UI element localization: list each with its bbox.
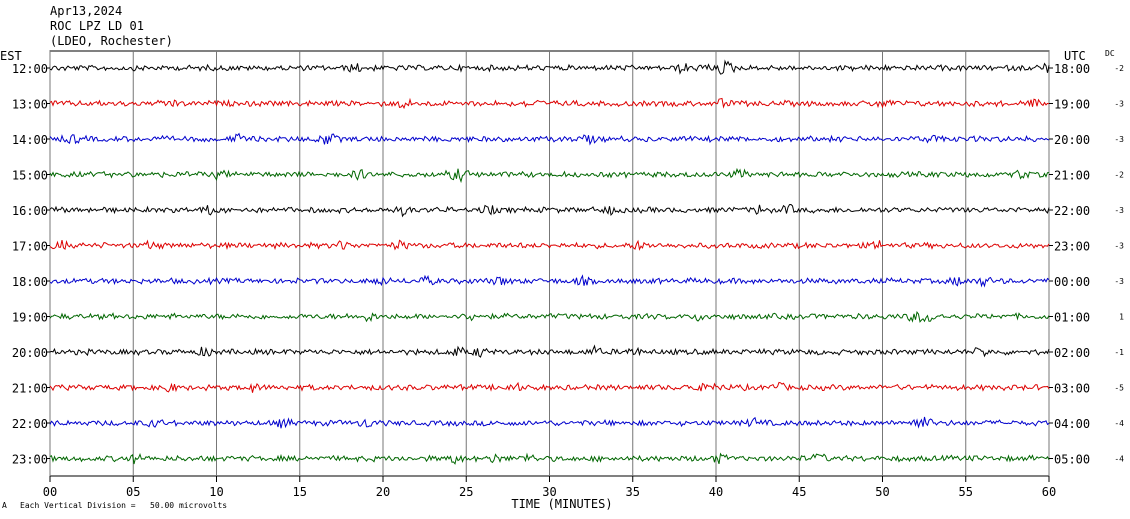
est-hour-label: 23:00 bbox=[12, 453, 48, 467]
seismic-trace bbox=[49, 59, 1050, 75]
seismic-trace bbox=[49, 416, 1050, 429]
x-tick-label: 20 bbox=[376, 485, 390, 499]
utc-hour-label: 22:00 bbox=[1054, 204, 1090, 218]
x-tick-label: 00 bbox=[43, 485, 57, 499]
dc-offset-label: -3 bbox=[1114, 100, 1124, 109]
x-tick-label: 55 bbox=[959, 485, 973, 499]
seismic-traces bbox=[49, 59, 1050, 465]
utc-hour-label: 02:00 bbox=[1054, 346, 1090, 360]
dc-corner-label: DC bbox=[1105, 49, 1115, 58]
dc-offset-label: 1 bbox=[1119, 313, 1124, 322]
est-hour-label: 18:00 bbox=[12, 275, 48, 289]
network-label: (LDEO, Rochester) bbox=[50, 34, 173, 48]
seismic-trace bbox=[49, 344, 1050, 358]
est-hour-label: 20:00 bbox=[12, 346, 48, 360]
dc-offset-label: -3 bbox=[1114, 242, 1124, 251]
seismic-trace bbox=[49, 132, 1050, 146]
x-axis-title: TIME (MINUTES) bbox=[511, 497, 612, 511]
dc-offset-label: -4 bbox=[1114, 419, 1124, 428]
seismic-trace bbox=[49, 381, 1050, 393]
x-tick-label: 60 bbox=[1042, 485, 1056, 499]
scale-marker: A bbox=[2, 501, 7, 510]
utc-hour-label: 03:00 bbox=[1054, 382, 1090, 396]
x-tick-label: 15 bbox=[293, 485, 307, 499]
seismic-trace bbox=[49, 239, 1050, 251]
est-hour-label: 12:00 bbox=[12, 62, 48, 76]
seismic-trace bbox=[49, 452, 1050, 465]
est-corner-label: EST bbox=[0, 49, 22, 63]
est-hour-label: 19:00 bbox=[12, 311, 48, 325]
dc-offset-label: -2 bbox=[1114, 64, 1124, 73]
grid-lines bbox=[46, 50, 1053, 482]
dc-offset-label: -5 bbox=[1114, 384, 1124, 393]
dc-offset-label: -3 bbox=[1114, 135, 1124, 144]
x-tick-label: 05 bbox=[126, 485, 140, 499]
date-label: Apr13,2024 bbox=[50, 4, 123, 18]
est-hour-label: 13:00 bbox=[12, 98, 48, 112]
utc-hour-label: 05:00 bbox=[1054, 453, 1090, 467]
dc-offset-label: -1 bbox=[1114, 348, 1124, 357]
seismic-trace bbox=[49, 167, 1050, 184]
utc-corner-label: UTC bbox=[1064, 49, 1086, 63]
station-label: ROC LPZ LD 01 bbox=[50, 19, 144, 33]
est-hour-labels: 12:00 13:00 14:00 15:00 16:00 17:00 18:00 19:00… bbox=[12, 62, 48, 467]
x-tick-label: 10 bbox=[209, 485, 223, 499]
seismic-trace bbox=[49, 203, 1050, 218]
scale-note: Each Vertical Division = 50.00 microvolt… bbox=[20, 501, 228, 510]
utc-hour-label: 00:00 bbox=[1054, 275, 1090, 289]
x-tick-label: 25 bbox=[459, 485, 473, 499]
utc-hour-label: 21:00 bbox=[1054, 169, 1090, 183]
dc-offset-labels: -2 -3 -3 -2 -3 -3 -3 1 -1 -5 -4 -4 bbox=[1114, 64, 1124, 464]
dc-offset-label: -4 bbox=[1114, 455, 1124, 464]
utc-hour-label: 04:00 bbox=[1054, 417, 1090, 431]
x-tick-label: 45 bbox=[792, 485, 806, 499]
est-hour-label: 17:00 bbox=[12, 240, 48, 254]
est-hour-label: 21:00 bbox=[12, 382, 48, 396]
dc-offset-label: -3 bbox=[1114, 206, 1124, 215]
est-hour-label: 22:00 bbox=[12, 417, 48, 431]
x-tick-label: 40 bbox=[709, 485, 723, 499]
est-hour-label: 16:00 bbox=[12, 204, 48, 218]
seismic-trace bbox=[49, 274, 1050, 288]
utc-hour-label: 20:00 bbox=[1054, 133, 1090, 147]
x-tick-label: 35 bbox=[626, 485, 640, 499]
dc-offset-label: -3 bbox=[1114, 277, 1124, 286]
utc-hour-label: 19:00 bbox=[1054, 98, 1090, 112]
dc-offset-label: -2 bbox=[1114, 171, 1124, 180]
seismic-trace bbox=[49, 97, 1050, 110]
est-hour-label: 15:00 bbox=[12, 169, 48, 183]
x-tick-label: 30 bbox=[542, 485, 556, 499]
utc-hour-labels: 18:00 19:00 20:00 21:00 22:00 23:00 00:00 01:00… bbox=[1054, 62, 1090, 467]
x-tick-label: 50 bbox=[875, 485, 889, 499]
utc-hour-label: 01:00 bbox=[1054, 311, 1090, 325]
est-hour-label: 14:00 bbox=[12, 133, 48, 147]
utc-hour-label: 18:00 bbox=[1054, 62, 1090, 76]
x-tick-labels: 00 05 10 15 20 25 30 35 40 45 50 55 60 bbox=[43, 485, 1056, 499]
seismic-trace bbox=[49, 311, 1050, 323]
utc-hour-label: 23:00 bbox=[1054, 240, 1090, 254]
